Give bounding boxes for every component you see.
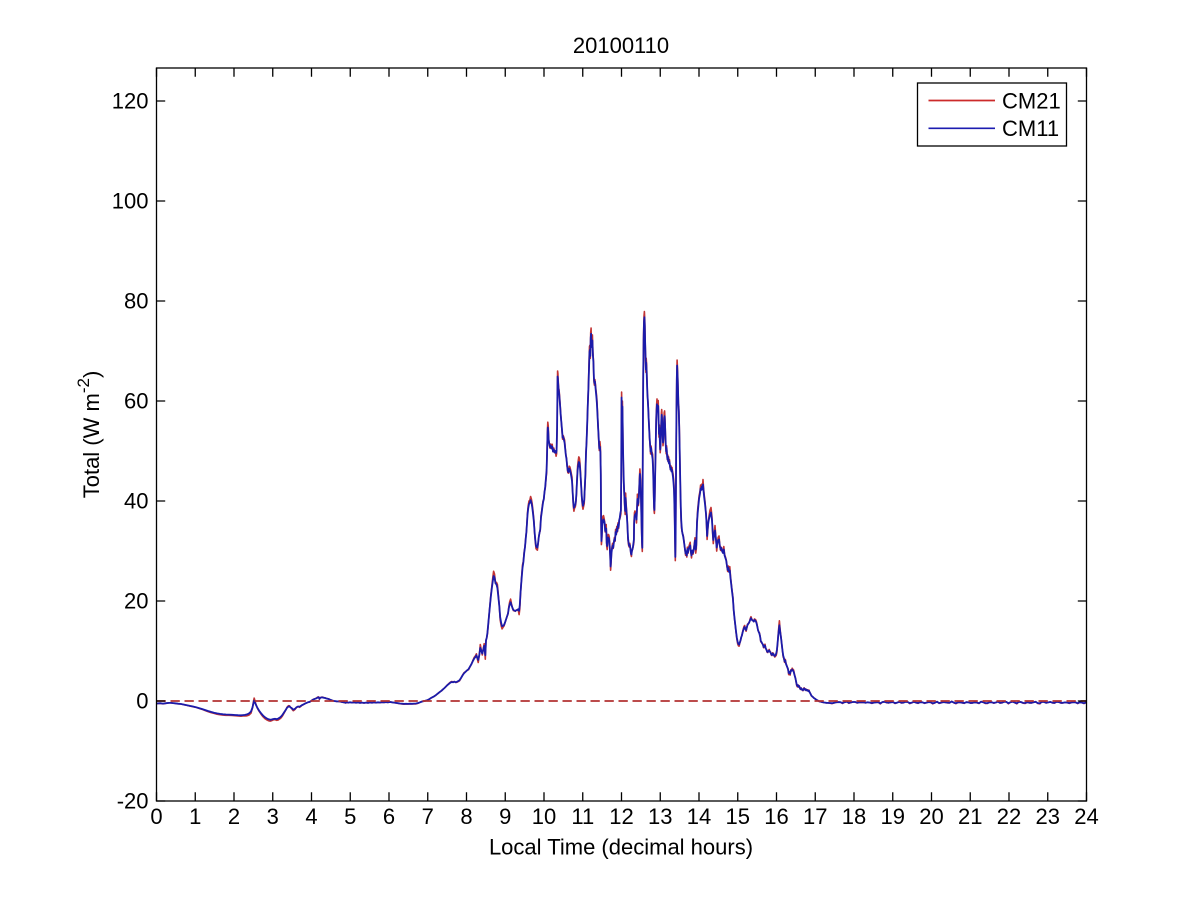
svg-text:20: 20: [124, 589, 148, 614]
svg-text:0: 0: [150, 804, 162, 829]
svg-text:12: 12: [609, 804, 633, 829]
svg-text:20: 20: [919, 804, 943, 829]
svg-text:22: 22: [997, 804, 1021, 829]
svg-text:0: 0: [136, 689, 148, 714]
svg-text:23: 23: [1036, 804, 1060, 829]
svg-text:15: 15: [726, 804, 750, 829]
svg-text:10: 10: [532, 804, 556, 829]
svg-text:6: 6: [383, 804, 395, 829]
svg-text:120: 120: [112, 89, 149, 114]
svg-text:13: 13: [648, 804, 672, 829]
svg-text:2: 2: [228, 804, 240, 829]
svg-text:80: 80: [124, 289, 148, 314]
svg-text:7: 7: [422, 804, 434, 829]
svg-text:9: 9: [499, 804, 511, 829]
svg-text:3: 3: [267, 804, 279, 829]
svg-text:8: 8: [460, 804, 472, 829]
svg-text:60: 60: [124, 389, 148, 414]
svg-text:19: 19: [881, 804, 905, 829]
svg-text:4: 4: [305, 804, 317, 829]
svg-text:21: 21: [958, 804, 982, 829]
svg-text:5: 5: [344, 804, 356, 829]
svg-text:18: 18: [842, 804, 866, 829]
svg-text:17: 17: [803, 804, 827, 829]
svg-text:14: 14: [687, 804, 711, 829]
svg-text:CM21: CM21: [1002, 88, 1061, 113]
svg-text:Local Time (decimal hours): Local Time (decimal hours): [489, 835, 753, 860]
svg-text:1: 1: [189, 804, 201, 829]
svg-text:100: 100: [112, 189, 149, 214]
svg-text:20100110: 20100110: [573, 33, 669, 58]
svg-text:-20: -20: [117, 789, 149, 814]
svg-text:40: 40: [124, 489, 148, 514]
svg-text:24: 24: [1074, 804, 1098, 829]
svg-text:CM11: CM11: [1002, 116, 1059, 141]
svg-text:16: 16: [764, 804, 788, 829]
svg-text:11: 11: [571, 804, 594, 829]
